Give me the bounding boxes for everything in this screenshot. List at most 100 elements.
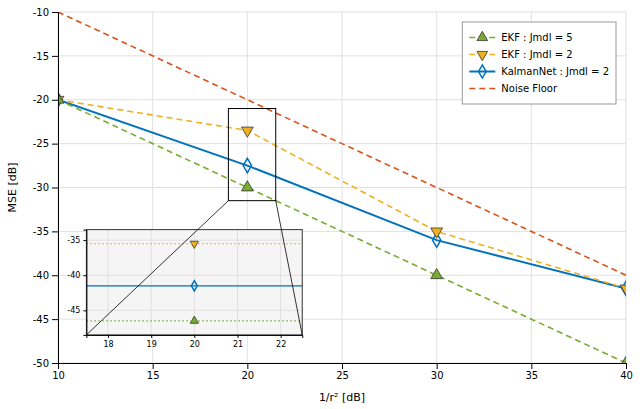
tick-label: -40 bbox=[67, 271, 80, 280]
tick: -20 bbox=[33, 94, 58, 105]
grid bbox=[58, 12, 626, 363]
legend-line bbox=[469, 71, 495, 73]
legend-item: EKF : Jmdl = 2 bbox=[469, 49, 572, 61]
legend-label: EKF : Jmdl = 5 bbox=[501, 32, 572, 43]
tick: 15 bbox=[147, 363, 160, 381]
tick-label: -35 bbox=[33, 226, 49, 237]
tick-mark bbox=[52, 144, 58, 145]
tick-label: -15 bbox=[33, 51, 49, 62]
tick-label: -25 bbox=[33, 138, 49, 149]
tick: 20 bbox=[241, 363, 254, 381]
tick-mark bbox=[247, 363, 248, 369]
tick: -40 bbox=[67, 271, 86, 280]
tick: -50 bbox=[33, 358, 58, 369]
tick-label: -30 bbox=[33, 182, 49, 193]
grid-line bbox=[58, 12, 626, 13]
y-axis-title: MSE [dB] bbox=[6, 162, 19, 212]
zoom-connector bbox=[276, 201, 303, 335]
point-marker bbox=[620, 356, 626, 363]
tick-label: 21 bbox=[233, 340, 243, 349]
grid-line bbox=[237, 230, 238, 335]
tick: -15 bbox=[33, 51, 58, 62]
tick-label: -50 bbox=[33, 358, 49, 369]
point-marker bbox=[241, 181, 253, 191]
tick: 35 bbox=[525, 363, 538, 381]
tick-label: 35 bbox=[525, 370, 538, 381]
tick-mark bbox=[83, 310, 86, 311]
tick-mark bbox=[237, 335, 238, 338]
legend-label: Noise Floor bbox=[501, 83, 558, 94]
tick-label: 10 bbox=[52, 370, 65, 381]
tick: 20 bbox=[190, 335, 200, 349]
tick: 30 bbox=[431, 363, 444, 381]
point-marker bbox=[190, 241, 198, 248]
legend-box bbox=[462, 22, 616, 104]
tick-mark bbox=[52, 363, 58, 364]
tick-label: -20 bbox=[33, 94, 49, 105]
tick-label: -10 bbox=[33, 7, 49, 18]
tick-mark bbox=[83, 240, 86, 241]
legend-item: KalmanNet : Jmdl = 2 bbox=[469, 65, 609, 78]
tick-mark bbox=[52, 319, 58, 320]
tick-label: -45 bbox=[33, 314, 49, 325]
tick-mark bbox=[52, 100, 58, 101]
tick-label: 25 bbox=[336, 370, 349, 381]
tick: 19 bbox=[147, 335, 157, 349]
legend-marker bbox=[477, 31, 488, 40]
tick: 10 bbox=[52, 363, 65, 381]
tick: -35 bbox=[33, 226, 58, 237]
tick-mark bbox=[52, 188, 58, 189]
inset-frame bbox=[86, 230, 302, 335]
tick: -30 bbox=[33, 182, 58, 193]
axis-domain bbox=[59, 364, 627, 370]
legend-label: EKF : Jmdl = 2 bbox=[501, 49, 572, 60]
x-axis-title: 1/r² [dB] bbox=[319, 391, 365, 404]
tick-mark bbox=[342, 363, 343, 369]
grid bbox=[86, 230, 302, 335]
tick-label: 30 bbox=[431, 370, 444, 381]
legend-marker bbox=[477, 51, 488, 60]
axis-domain bbox=[83, 230, 87, 335]
tick-label: -35 bbox=[67, 236, 80, 245]
tick: -35 bbox=[67, 236, 86, 245]
tick-mark bbox=[108, 335, 109, 338]
grid-line bbox=[107, 230, 108, 335]
grid-line bbox=[58, 275, 626, 276]
inset: 1819202122-45-40-35 bbox=[67, 230, 302, 349]
tick: 40 bbox=[620, 363, 633, 381]
axis-domain bbox=[87, 335, 303, 338]
data-area bbox=[86, 241, 302, 323]
tick-mark bbox=[531, 363, 532, 369]
grid-line bbox=[58, 187, 626, 188]
tick-mark bbox=[52, 12, 58, 13]
tick: -10 bbox=[33, 7, 58, 18]
zoom-box bbox=[228, 109, 275, 201]
tick-label: 20 bbox=[241, 370, 254, 381]
grid-line bbox=[86, 310, 302, 311]
tick-label: 40 bbox=[620, 370, 633, 381]
tick: 21 bbox=[233, 335, 243, 349]
tick-mark bbox=[194, 335, 195, 338]
tick: -40 bbox=[33, 270, 58, 281]
point-marker bbox=[190, 316, 198, 323]
tick-mark bbox=[626, 363, 627, 369]
tick-mark bbox=[151, 335, 152, 338]
x-axis: 10 15 20 25 30 35 40 bbox=[52, 363, 633, 381]
tick-mark bbox=[52, 231, 58, 232]
tick: -45 bbox=[67, 306, 86, 315]
legend-item: EKF : Jmdl = 5 bbox=[469, 31, 572, 43]
tick: 25 bbox=[336, 363, 349, 381]
series-line bbox=[86, 243, 302, 244]
grid-line bbox=[86, 240, 302, 241]
tick-mark bbox=[52, 56, 58, 57]
tick: 18 bbox=[103, 335, 113, 349]
series-line bbox=[58, 100, 626, 363]
point-marker bbox=[243, 158, 251, 172]
zoom-connectors bbox=[86, 201, 302, 335]
data-area bbox=[58, 12, 626, 363]
legend-line bbox=[469, 88, 495, 90]
tick-mark bbox=[281, 335, 282, 338]
legend-label: KalmanNet : Jmdl = 2 bbox=[501, 66, 609, 77]
grid-line bbox=[86, 275, 302, 276]
tick-label: -40 bbox=[33, 270, 49, 281]
